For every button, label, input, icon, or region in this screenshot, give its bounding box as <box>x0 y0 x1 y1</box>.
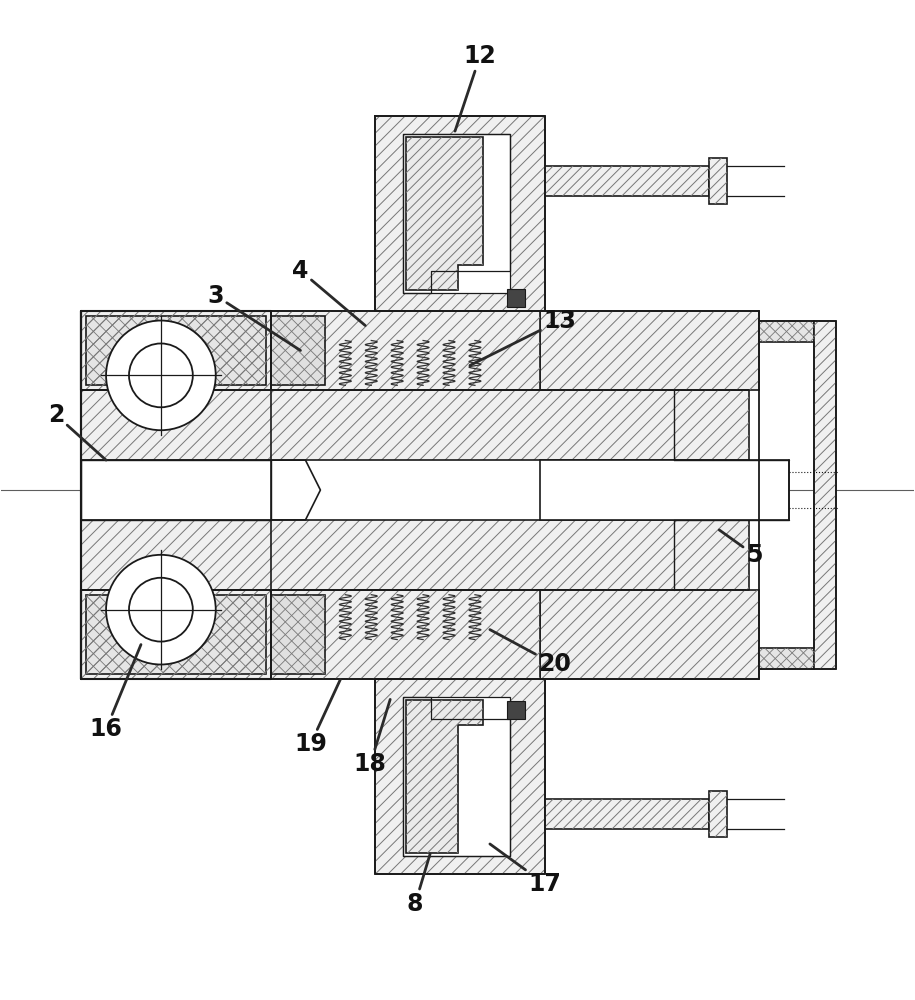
Bar <box>540 460 789 520</box>
Polygon shape <box>81 590 271 679</box>
Polygon shape <box>375 116 544 311</box>
Text: 20: 20 <box>490 630 571 676</box>
Text: 19: 19 <box>294 679 340 756</box>
Polygon shape <box>540 590 759 679</box>
Text: 18: 18 <box>354 699 390 776</box>
Text: 5: 5 <box>719 530 762 567</box>
Polygon shape <box>406 137 483 290</box>
Polygon shape <box>759 648 814 669</box>
Polygon shape <box>375 679 544 874</box>
Polygon shape <box>86 316 265 385</box>
Polygon shape <box>271 316 326 385</box>
Polygon shape <box>86 595 265 674</box>
Polygon shape <box>544 799 709 829</box>
Circle shape <box>106 555 216 664</box>
Polygon shape <box>271 311 540 390</box>
Text: 12: 12 <box>455 44 496 131</box>
Bar <box>81 460 271 520</box>
Text: 4: 4 <box>292 259 365 326</box>
Text: 13: 13 <box>470 309 576 365</box>
Bar <box>507 289 525 307</box>
Bar <box>81 460 749 520</box>
Text: 3: 3 <box>208 284 300 350</box>
Bar <box>404 134 510 293</box>
Polygon shape <box>406 700 483 853</box>
Text: 2: 2 <box>48 403 106 460</box>
Polygon shape <box>271 595 326 674</box>
Polygon shape <box>709 791 727 837</box>
Circle shape <box>106 321 216 430</box>
Polygon shape <box>81 311 271 390</box>
Text: 16: 16 <box>90 645 141 741</box>
Polygon shape <box>814 321 835 669</box>
Polygon shape <box>271 590 540 679</box>
Bar <box>507 701 525 719</box>
Polygon shape <box>540 311 759 390</box>
Polygon shape <box>81 390 749 590</box>
Polygon shape <box>709 158 727 204</box>
Polygon shape <box>544 166 709 196</box>
Polygon shape <box>759 321 814 342</box>
Bar <box>404 697 510 856</box>
Text: 8: 8 <box>407 854 430 916</box>
Text: 17: 17 <box>490 844 561 896</box>
